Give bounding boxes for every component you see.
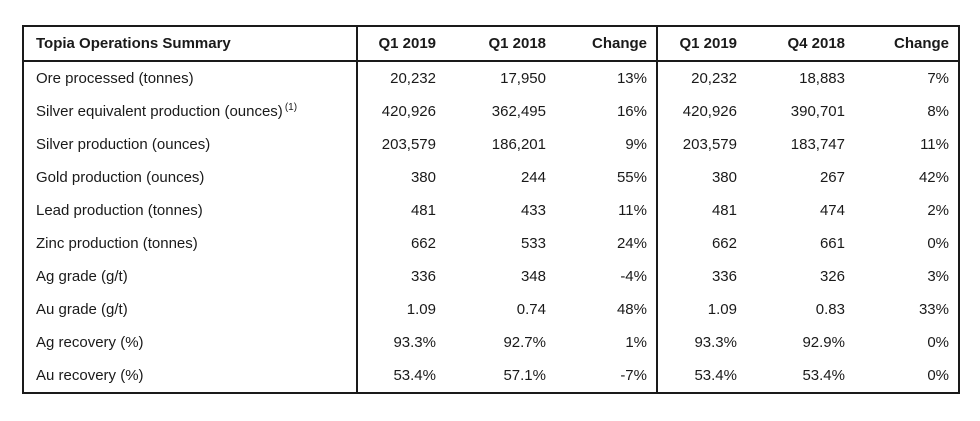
col-header-g2-q1-2019: Q1 2019 bbox=[657, 26, 746, 62]
cell: -4% bbox=[555, 260, 658, 293]
cell: 53.4% bbox=[694, 367, 737, 384]
cell: 348 bbox=[520, 268, 546, 285]
cell: 92.7% bbox=[503, 334, 546, 351]
cell: 186,201 bbox=[491, 136, 546, 153]
cell: 33% bbox=[918, 301, 949, 318]
cell: 0.74 bbox=[516, 301, 546, 318]
cell: 380 bbox=[711, 169, 737, 186]
table-row: Au recovery (%) 53.4% 57.1% -7% 53.4% 53… bbox=[23, 359, 959, 393]
row-label: Ag grade (g/t) bbox=[23, 260, 358, 293]
cell: 326 bbox=[819, 268, 845, 285]
table-row: Silver equivalent production (ounces) (1)… bbox=[23, 95, 959, 128]
cell: 1.09 bbox=[406, 301, 436, 318]
cell: 92.9% bbox=[802, 334, 845, 351]
table-row: Zinc production (tonnes) 662 533 24% 662… bbox=[23, 227, 959, 260]
cell: 420,926 bbox=[682, 103, 737, 120]
cell: 9% bbox=[555, 128, 658, 161]
row-label: Ag recovery (%) bbox=[23, 326, 358, 359]
cell: 336 bbox=[711, 268, 737, 285]
cell: 267 bbox=[819, 169, 845, 186]
table-row: Gold production (ounces) 380 244 55% 380… bbox=[23, 161, 959, 194]
table-row: Ore processed (tonnes) 20,232 17,950 13%… bbox=[23, 61, 959, 95]
cell: 481 bbox=[410, 202, 436, 219]
col-header-g2-q4-2018: Q4 2018 bbox=[746, 26, 854, 62]
cell: 16% bbox=[555, 95, 658, 128]
operations-summary-table: Topia Operations Summary Q1 2019 Q1 2018… bbox=[22, 25, 960, 394]
cell: 662 bbox=[711, 235, 737, 252]
col-header-g1-change: Change bbox=[555, 26, 658, 62]
cell: 1% bbox=[555, 326, 658, 359]
cell: 3% bbox=[927, 268, 949, 285]
cell: 48% bbox=[555, 293, 658, 326]
cell: 203,579 bbox=[381, 136, 436, 153]
cell: 0% bbox=[927, 235, 949, 252]
row-label: Gold production (ounces) bbox=[23, 161, 358, 194]
cell: 0.83 bbox=[815, 301, 845, 318]
cell: 661 bbox=[819, 235, 845, 252]
cell: 0% bbox=[927, 367, 949, 384]
cell: 433 bbox=[520, 202, 546, 219]
header-row: Topia Operations Summary Q1 2019 Q1 2018… bbox=[23, 26, 959, 62]
cell: 13% bbox=[555, 61, 658, 95]
cell: 17,950 bbox=[500, 70, 546, 87]
col-header-g2-change: Change bbox=[854, 26, 959, 62]
row-label: Silver production (ounces) bbox=[23, 128, 358, 161]
cell: 20,232 bbox=[390, 70, 436, 87]
col-header-g1-q1-2018: Q1 2018 bbox=[445, 26, 555, 62]
table-title: Topia Operations Summary bbox=[23, 26, 358, 62]
cell: 53.4% bbox=[393, 367, 436, 384]
cell: 183,747 bbox=[790, 136, 845, 153]
cell: 336 bbox=[410, 268, 436, 285]
cell: 420,926 bbox=[381, 103, 436, 120]
cell: -7% bbox=[555, 359, 658, 393]
cell: 203,579 bbox=[682, 136, 737, 153]
cell: 18,883 bbox=[799, 70, 845, 87]
row-label: Au recovery (%) bbox=[23, 359, 358, 393]
cell: 53.4% bbox=[802, 367, 845, 384]
cell: 390,701 bbox=[790, 103, 845, 120]
cell: 474 bbox=[819, 202, 845, 219]
cell: 57.1% bbox=[503, 367, 546, 384]
cell: 11% bbox=[555, 194, 658, 227]
cell: 0% bbox=[927, 334, 949, 351]
row-label-text: Silver equivalent production (ounces) bbox=[36, 103, 283, 120]
cell: 93.3% bbox=[393, 334, 436, 351]
cell: 20,232 bbox=[691, 70, 737, 87]
cell: 11% bbox=[920, 136, 949, 153]
row-label: Au grade (g/t) bbox=[23, 293, 358, 326]
cell: 55% bbox=[555, 161, 658, 194]
row-label: Zinc production (tonnes) bbox=[23, 227, 358, 260]
footnote-marker: (1) bbox=[284, 102, 298, 113]
table-row: Ag grade (g/t) 336 348 -4% 336 326 3% bbox=[23, 260, 959, 293]
row-label: Ore processed (tonnes) bbox=[23, 61, 358, 95]
cell: 8% bbox=[927, 103, 949, 120]
cell: 533 bbox=[520, 235, 546, 252]
col-header-g1-q1-2019: Q1 2019 bbox=[357, 26, 445, 62]
cell: 2% bbox=[927, 202, 949, 219]
cell: 481 bbox=[711, 202, 737, 219]
row-label: Lead production (tonnes) bbox=[23, 194, 358, 227]
row-label: Silver equivalent production (ounces) (1) bbox=[23, 95, 358, 128]
cell: 380 bbox=[410, 169, 436, 186]
cell: 7% bbox=[927, 70, 949, 87]
cell: 362,495 bbox=[491, 103, 546, 120]
table-row: Lead production (tonnes) 481 433 11% 481… bbox=[23, 194, 959, 227]
table-row: Silver production (ounces) 203,579 186,2… bbox=[23, 128, 959, 161]
cell: 24% bbox=[555, 227, 658, 260]
cell: 42% bbox=[918, 169, 949, 186]
table-row: Ag recovery (%) 93.3% 92.7% 1% 93.3% 92.… bbox=[23, 326, 959, 359]
cell: 662 bbox=[410, 235, 436, 252]
table-row: Au grade (g/t) 1.09 0.74 48% 1.09 0.83 3… bbox=[23, 293, 959, 326]
cell: 1.09 bbox=[707, 301, 737, 318]
cell: 93.3% bbox=[694, 334, 737, 351]
cell: 244 bbox=[520, 169, 546, 186]
